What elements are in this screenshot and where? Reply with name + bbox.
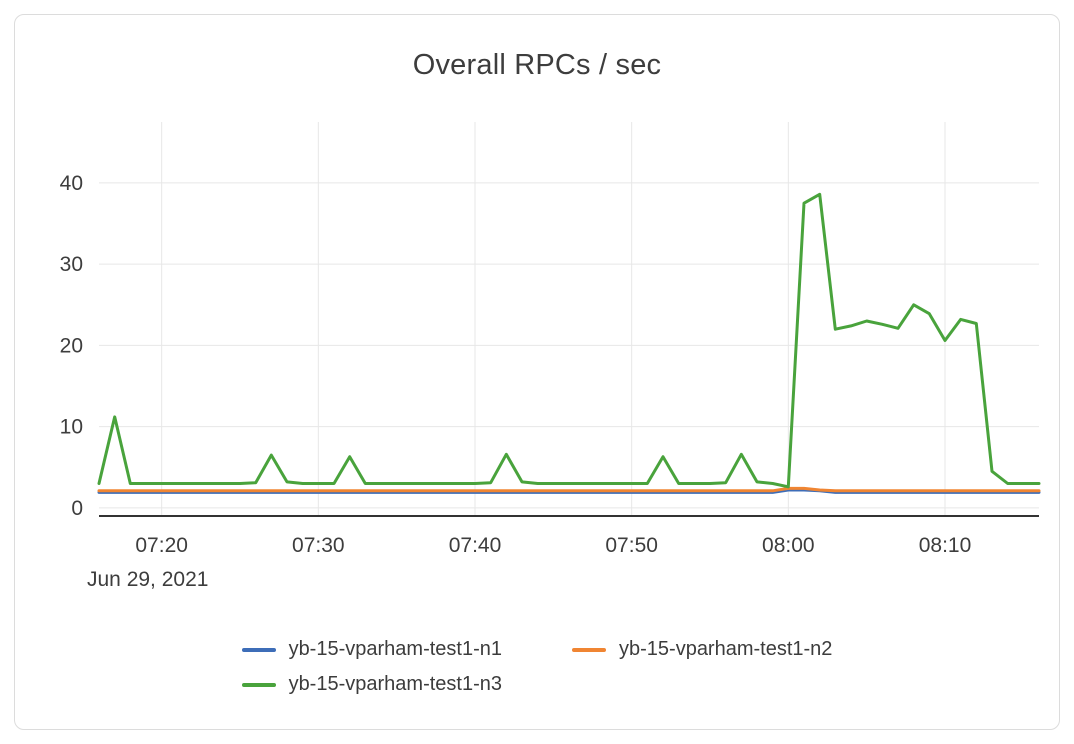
svg-text:08:00: 08:00 [762,534,815,557]
legend-item-n2[interactable]: yb-15-vparham-test1-n2 [572,638,832,661]
svg-text:20: 20 [60,334,83,357]
svg-text:08:10: 08:10 [919,534,972,557]
legend-item-n1[interactable]: yb-15-vparham-test1-n1 [241,638,502,661]
legend-label-n1: yb-15-vparham-test1-n1 [288,638,502,660]
svg-text:0: 0 [71,497,83,520]
chart-title: Overall RPCs / sec [412,49,662,81]
svg-text:07:20: 07:20 [135,534,188,557]
legend-marker-n2 [572,647,606,652]
legend-marker-n1 [241,647,276,652]
legend: yb-15-vparham-test1-n1 yb-15-vparham-tes… [15,638,1059,696]
svg-text:30: 30 [60,253,83,276]
legend-label-n3: yb-15-vparham-test1-n3 [288,673,502,695]
legend-label-n2: yb-15-vparham-test1-n2 [619,638,833,660]
legend-item-n3[interactable]: yb-15-vparham-test1-n3 [241,673,502,696]
svg-text:10: 10 [60,416,83,439]
chart-card: Overall RPCs / sec 0 10 20 30 40 07:20 07:30 07… [14,14,1060,730]
line-chart: 0 10 20 30 40 07:20 07:30 07:40 07:50 08:00 08:10 J… [60,122,1041,591]
svg-text:Jun 29, 2021: Jun 29, 2021 [87,568,208,591]
svg-text:07:30: 07:30 [292,534,345,557]
svg-text:07:50: 07:50 [605,534,658,557]
svg-text:40: 40 [60,172,83,195]
svg-text:07:40: 07:40 [449,534,502,557]
legend-marker-n3 [241,682,276,687]
